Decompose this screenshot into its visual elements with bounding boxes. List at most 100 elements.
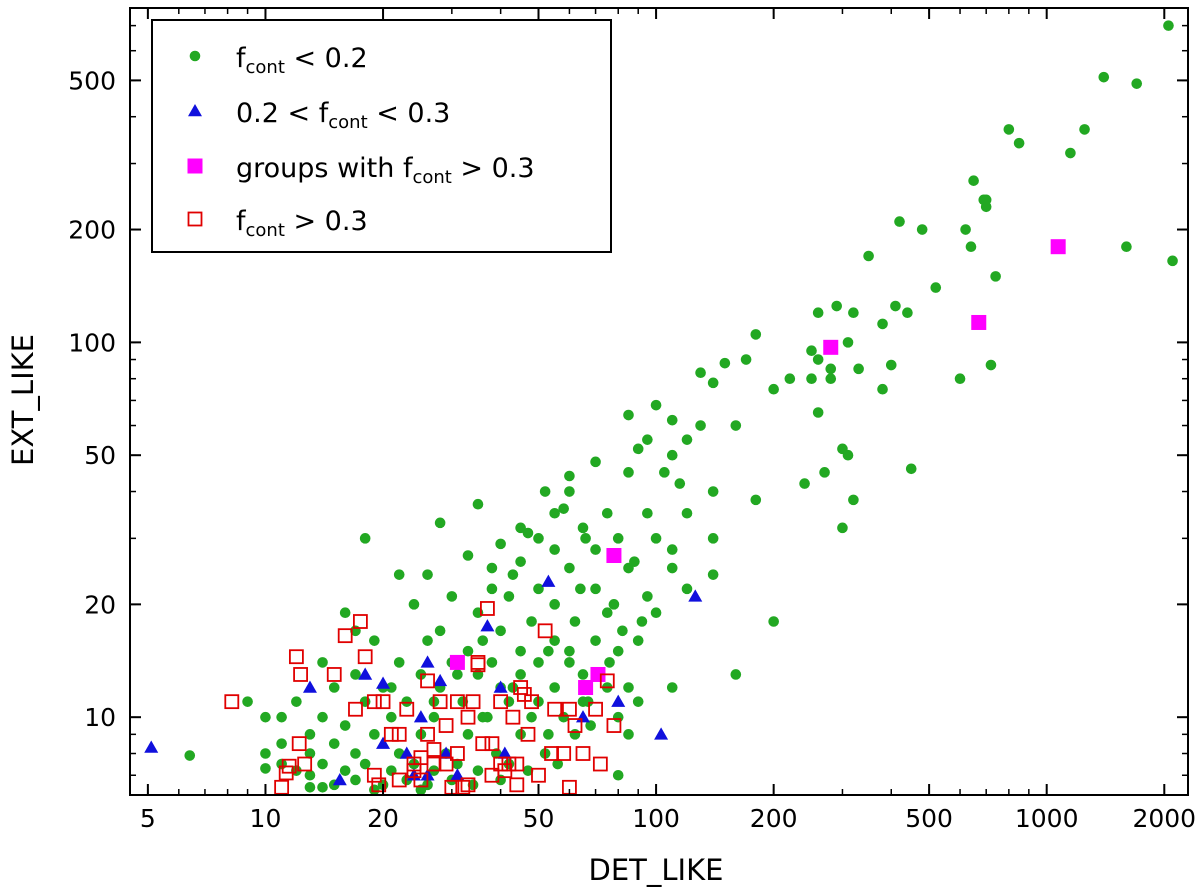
data-point (339, 765, 351, 776)
data-point (515, 522, 526, 534)
x-tick-label: 500 (905, 804, 953, 833)
data-point (242, 696, 253, 707)
data-point (980, 201, 992, 213)
legend-label: 0.2 < fcont < 0.3 (236, 98, 450, 133)
data-point (575, 746, 591, 761)
data-point (465, 694, 481, 710)
data-point (477, 635, 489, 646)
data-point (632, 696, 644, 707)
data-point (369, 729, 380, 740)
data-point (348, 701, 363, 717)
data-point (328, 738, 340, 749)
data-point (968, 175, 979, 186)
series-fcont_gt_03 (224, 601, 622, 795)
data-point (328, 682, 340, 693)
data-point (612, 769, 624, 781)
data-point (1098, 71, 1110, 83)
data-point (588, 701, 603, 717)
data-point (549, 599, 560, 610)
data-point (332, 772, 347, 786)
data-point (276, 711, 287, 723)
data-point (1163, 20, 1174, 31)
data-point (730, 420, 742, 431)
data-point (358, 667, 373, 680)
y-tick-label: 200 (68, 216, 116, 245)
data-point (730, 669, 742, 680)
data-point (1167, 255, 1178, 267)
data-point (707, 486, 719, 497)
data-point (549, 682, 560, 693)
data-point (666, 414, 678, 426)
data-point (304, 729, 316, 740)
data-point (317, 657, 328, 668)
data-point (1050, 239, 1066, 255)
data-point (426, 742, 442, 757)
data-point (497, 746, 512, 759)
data-point (350, 669, 361, 680)
data-point (480, 619, 495, 632)
data-point (578, 680, 594, 696)
data-point (659, 467, 670, 478)
data-point (495, 774, 506, 786)
data-point (863, 250, 874, 262)
data-point (260, 748, 271, 759)
data-point (562, 701, 577, 717)
data-point (666, 682, 678, 693)
data-point (612, 711, 624, 723)
data-point (326, 667, 342, 682)
data-point (590, 666, 606, 682)
data-point (472, 498, 484, 510)
data-point (526, 616, 537, 627)
data-point (666, 562, 678, 574)
data-point (260, 711, 271, 723)
data-point (650, 533, 662, 544)
data-point (1131, 78, 1143, 89)
data-point (304, 748, 316, 759)
data-point (302, 680, 317, 693)
data-point (533, 657, 544, 668)
data-point (376, 676, 391, 689)
data-point (601, 507, 613, 519)
data-point (462, 550, 474, 561)
data-point (522, 765, 534, 776)
data-point (1079, 124, 1090, 135)
data-point (569, 616, 581, 627)
data-point (455, 779, 471, 795)
data-point (650, 399, 662, 411)
data-point (497, 763, 513, 779)
data-point (543, 645, 554, 657)
data-point (369, 635, 380, 646)
data-point (905, 463, 917, 475)
data-point (577, 669, 589, 680)
data-point (902, 307, 913, 318)
data-point (520, 726, 536, 742)
series-fcont_02_03 (144, 574, 703, 786)
data-point (515, 645, 526, 657)
x-tick-label: 5 (140, 804, 156, 833)
data-point (580, 533, 591, 544)
data-point (515, 669, 526, 680)
data-point (297, 756, 313, 772)
data-point (632, 443, 644, 455)
data-point (413, 710, 428, 723)
data-point (590, 583, 601, 595)
data-point (547, 701, 563, 717)
data-point (317, 758, 328, 770)
data-point (719, 357, 731, 369)
data-point (750, 329, 762, 340)
data-point (503, 696, 515, 707)
data-point (522, 527, 534, 539)
data-point (420, 673, 435, 689)
data-point (350, 748, 361, 759)
data-point (608, 599, 620, 610)
data-point (432, 694, 448, 710)
data-point (601, 607, 613, 619)
data-point (552, 758, 564, 770)
legend: fcont < 0.2 0.2 < fcont < 0.3 groups with … (151, 19, 612, 253)
data-point (537, 623, 553, 639)
data-point (495, 625, 506, 637)
data-point (806, 373, 817, 384)
legend-marker (187, 211, 203, 227)
data-point (399, 701, 415, 717)
data-point (960, 224, 971, 235)
